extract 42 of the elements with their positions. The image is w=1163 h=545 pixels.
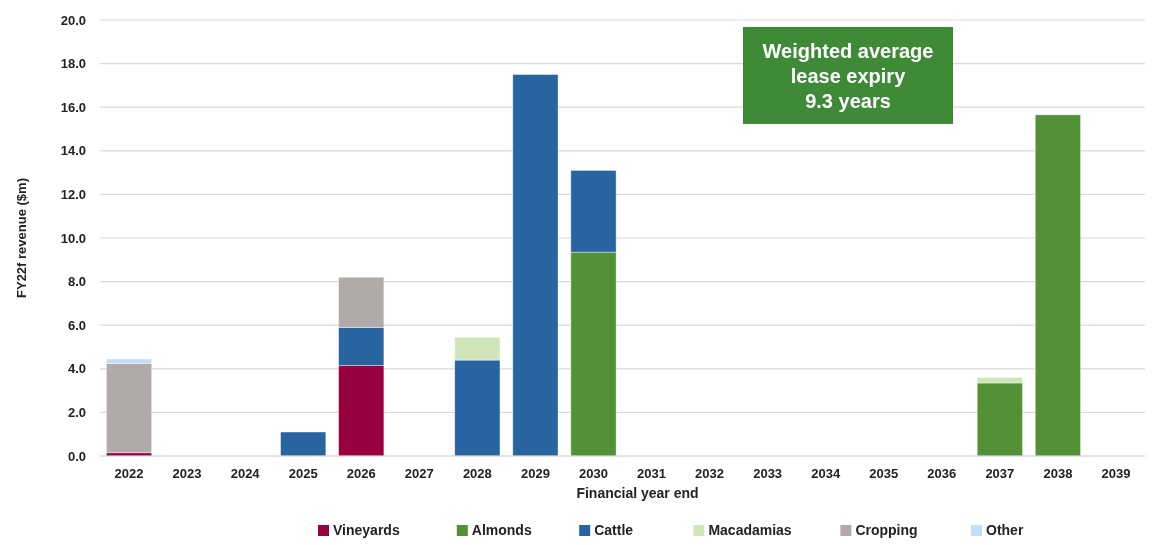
x-tick-label: 2026 [346,466,376,481]
y-tick-label: 8.0 [67,274,86,290]
y-tick-label: 14.0 [60,143,86,159]
x-tick-label: 2029 [520,466,550,481]
bar [1034,114,1081,457]
legend-label: Macadamias [708,522,792,538]
y-tick-label: 16.0 [60,99,86,115]
x-tick-label: 2025 [288,466,318,481]
y-tick-label: 6.0 [67,317,86,333]
y-tick-label: 10.0 [60,230,86,246]
legend-label: Other [986,522,1024,538]
x-tick-label: 2031 [637,466,666,481]
x-tick-label: 2037 [985,466,1015,481]
x-tick-label: 2039 [1101,466,1131,481]
x-tick-label: 2032 [695,466,725,481]
x-tick-label: 2034 [811,466,841,481]
legend-label: Cattle [594,522,634,538]
bar [512,74,559,457]
y-tick-label: 20.0 [60,12,86,28]
legend-label: Vineyards [333,522,400,538]
bar [280,431,327,457]
x-tick-label: 2023 [172,466,202,481]
x-tick-label: 2024 [230,466,261,481]
y-tick-label: 4.0 [67,361,86,377]
x-tick-label: 2030 [579,466,608,481]
y-tick-label: 12.0 [60,186,86,202]
y-tick-label: 0.0 [67,448,86,464]
x-tick-label: 2022 [114,466,144,481]
x-tick-label: 2028 [462,466,492,481]
legend-label: Almonds [471,522,532,538]
x-tick-label: 2033 [753,466,783,481]
x-tick-label: 2038 [1043,466,1073,481]
y-axis-title: FY22f revenue ($m) [14,178,29,298]
y-tick-label: 18.0 [60,56,86,72]
bar [105,362,153,454]
x-tick-label: 2027 [404,466,434,481]
y-tick-label: 2.0 [67,404,86,420]
annotation: Weighted average lease expiry 9.3 years [762,39,934,112]
x-tick-label: 2036 [927,466,957,481]
x-axis-title: Financial year end [576,485,699,501]
legend-label: Cropping [855,522,918,538]
x-tick-label: 2035 [869,466,899,481]
